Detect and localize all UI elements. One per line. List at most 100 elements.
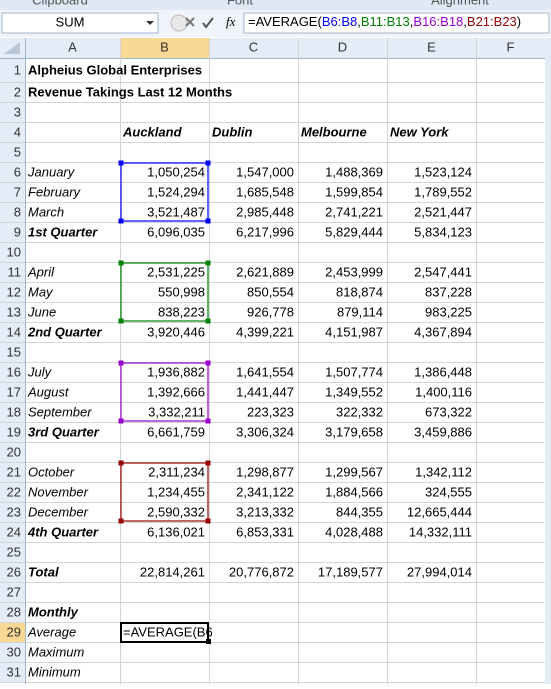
enter-button[interactable]: [202, 17, 214, 29]
number-cell: 2,985,448: [236, 204, 294, 219]
name-box[interactable]: [1, 12, 159, 34]
number-cell: 12,665,444: [407, 504, 472, 519]
row-header: 28: [7, 604, 21, 619]
range-handle: [205, 418, 211, 424]
number-cell: 1,342,112: [415, 464, 472, 479]
row-header: 6: [14, 164, 21, 179]
text-cell: Alpheius Global Enterprises: [28, 62, 202, 77]
range-handle: [118, 360, 124, 366]
reference-range: [120, 462, 209, 522]
number-cell: 1,507,774: [325, 364, 383, 379]
number-cell: 2,621,889: [236, 264, 294, 279]
range-handle: [205, 160, 211, 166]
number-cell: 837,228: [425, 284, 472, 299]
number-cell: 6,217,996: [236, 224, 294, 239]
row-header: 7: [14, 184, 21, 199]
formula-input[interactable]: [243, 12, 550, 34]
row-header: 11: [8, 264, 22, 279]
fx-button[interactable]: fx: [226, 14, 236, 29]
row-header: 31: [7, 664, 21, 679]
number-cell: 1,234,455: [147, 484, 205, 499]
row-header: 2: [14, 84, 21, 99]
number-cell: 1,441,447: [236, 384, 294, 399]
text-cell: Revenue Takings Last 12 Months: [28, 84, 232, 99]
formula-segment: ): [517, 14, 521, 29]
number-cell: 1,400,116: [415, 384, 472, 399]
row-header: 24: [7, 524, 21, 539]
range-handle: [205, 260, 211, 266]
row-header: 14: [7, 324, 21, 339]
range-handle: [118, 418, 124, 424]
number-cell: 2,453,999: [325, 264, 383, 279]
text-cell: 2nd Quarter: [27, 324, 103, 339]
column-header: D: [338, 39, 347, 54]
name-box-dropdown[interactable]: [146, 21, 154, 25]
number-cell: 1,523,124: [414, 164, 472, 179]
range-handle: [118, 518, 124, 524]
range-handle: [205, 518, 211, 524]
number-cell: 1,547,000: [236, 164, 294, 179]
text-cell: November: [28, 484, 89, 499]
formula-segment: ,: [357, 14, 361, 29]
number-cell: 2,311,234: [148, 464, 205, 479]
name-box-text: SUM: [56, 14, 85, 29]
range-handle: [205, 360, 211, 366]
ribbon-group-label: Alignment: [431, 0, 489, 7]
number-cell: 223,323: [247, 404, 294, 419]
range-handle: [205, 460, 211, 466]
text-cell: December: [28, 504, 89, 519]
number-cell: 27,994,014: [407, 564, 472, 579]
number-cell: 3,179,658: [325, 424, 383, 439]
text-cell: February: [28, 184, 82, 199]
text-cell: =AVERAGE(B6: [123, 624, 213, 639]
number-cell: 2,741,221: [325, 204, 383, 219]
row-header: 30: [7, 644, 21, 659]
column-header: A: [68, 39, 77, 54]
row-header: 5: [14, 144, 21, 159]
formula-segment: ,: [463, 14, 467, 29]
text-cell: 4th Quarter: [27, 524, 99, 539]
column-header: B: [160, 39, 169, 54]
text-cell: 1st Quarter: [28, 224, 98, 239]
column-header-bar: [0, 38, 551, 58]
row-header: 15: [7, 344, 21, 359]
number-cell: 6,853,331: [236, 524, 294, 539]
formula-text: =AVERAGE(B6:B8,B11:B13,B16:B18,B21:B23): [248, 14, 521, 29]
number-cell: 322,332: [336, 404, 383, 419]
number-cell: 1,599,854: [325, 184, 383, 199]
row-header: 17: [7, 384, 21, 399]
text-cell: Melbourne: [301, 124, 367, 139]
number-cell: 5,829,444: [325, 224, 383, 239]
number-cell: 2,590,332: [147, 504, 205, 519]
select-all[interactable]: [4, 42, 20, 54]
text-cell: July: [27, 364, 53, 379]
number-cell: 6,096,035: [147, 224, 205, 239]
number-cell: 1,349,552: [325, 384, 383, 399]
number-cell: 2,547,441: [414, 264, 472, 279]
reference-range: [120, 162, 209, 222]
formula-segment: B11:B13: [361, 14, 410, 29]
text-cell: June: [27, 304, 56, 319]
window-edge: [545, 38, 551, 684]
cancel-button[interactable]: [185, 17, 195, 27]
range-handle: [118, 218, 124, 224]
number-cell: 17,189,577: [318, 564, 383, 579]
formula-segment: B16:B18: [413, 14, 463, 29]
text-cell: January: [27, 164, 76, 179]
text-cell: New York: [390, 124, 449, 139]
ribbon-group-label: Clipboard: [32, 0, 88, 7]
number-cell: 3,213,332: [236, 504, 294, 519]
row-header: 21: [7, 464, 21, 479]
number-cell: 1,488,369: [325, 164, 383, 179]
range-handle: [205, 218, 211, 224]
number-cell: 14,332,111: [409, 524, 472, 539]
number-cell: 926,778: [247, 304, 294, 319]
row-header: 3: [14, 104, 21, 119]
range-handle: [205, 318, 211, 324]
row-header: 27: [7, 584, 21, 599]
number-cell: 1,936,882: [147, 364, 205, 379]
number-cell: 1,884,566: [325, 484, 383, 499]
row-header: 23: [7, 504, 21, 519]
reference-range: [120, 362, 209, 422]
formula-segment: =AVERAGE(: [248, 14, 322, 29]
